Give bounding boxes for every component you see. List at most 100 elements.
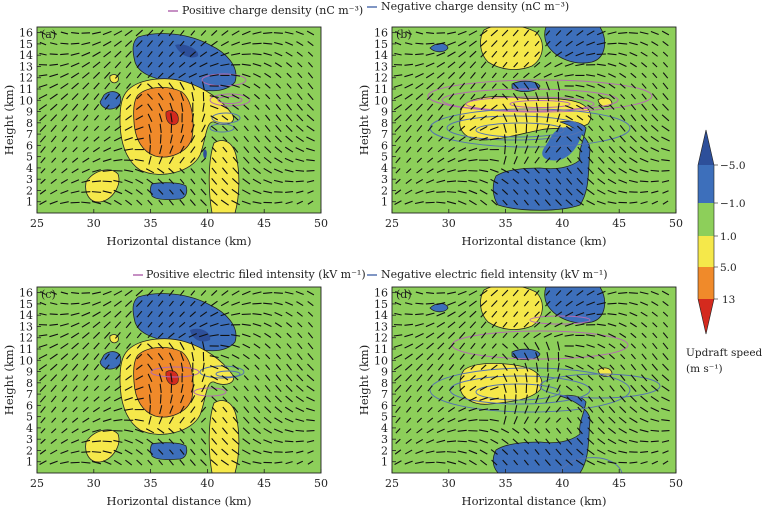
wind-vector bbox=[415, 353, 424, 360]
wind-vector bbox=[70, 312, 80, 316]
wind-vector bbox=[158, 300, 164, 307]
wind-vector bbox=[83, 114, 89, 121]
wind-vector bbox=[38, 344, 48, 348]
wind-vector bbox=[297, 342, 303, 350]
wind-vector bbox=[501, 449, 509, 455]
wind-vector bbox=[619, 332, 627, 338]
wind-vector bbox=[609, 364, 615, 370]
colorbar-unit: (m s⁻¹) bbox=[686, 363, 723, 375]
wind-vector bbox=[586, 344, 595, 348]
wind-vector bbox=[651, 353, 658, 361]
wind-vector bbox=[243, 375, 249, 381]
wind-vector bbox=[555, 157, 562, 163]
colorbar-level-1: −5.0 bbox=[720, 160, 746, 172]
y-tick-label: 5 bbox=[381, 151, 388, 164]
x-axis-label: Horizontal distance (km) bbox=[107, 234, 252, 248]
wind-vector bbox=[479, 408, 489, 411]
wind-vector bbox=[72, 136, 78, 142]
wind-vector bbox=[598, 385, 604, 392]
wind-vector bbox=[436, 168, 445, 173]
wind-vector bbox=[83, 385, 89, 392]
wind-vector bbox=[651, 200, 659, 205]
wind-vector bbox=[49, 73, 59, 78]
wind-vector bbox=[159, 383, 162, 394]
wind-vector bbox=[504, 144, 506, 155]
wind-vector bbox=[103, 147, 112, 152]
wind-vector bbox=[426, 439, 435, 444]
wind-vector bbox=[275, 364, 282, 371]
wind-vector bbox=[394, 449, 402, 455]
wind-vector bbox=[147, 51, 153, 58]
legend-bottom: Positive electric filed intensity (kV m⁻… bbox=[133, 268, 608, 281]
wind-vector bbox=[426, 168, 434, 174]
wind-vector bbox=[180, 134, 185, 144]
wind-vector bbox=[545, 135, 551, 143]
wind-vector bbox=[241, 460, 251, 465]
wind-vector bbox=[210, 448, 218, 456]
wind-vector bbox=[38, 74, 48, 77]
wind-vector bbox=[416, 114, 423, 122]
wind-vector bbox=[576, 375, 584, 381]
wind-vector bbox=[136, 353, 143, 360]
wind-vector bbox=[285, 191, 294, 193]
wind-vector bbox=[190, 168, 196, 174]
wind-vector bbox=[190, 135, 196, 143]
wind-vector bbox=[306, 159, 315, 162]
wind-vector bbox=[103, 331, 111, 339]
wind-vector bbox=[457, 169, 467, 172]
wind-vector bbox=[524, 102, 529, 112]
wind-vector bbox=[124, 29, 133, 37]
wind-vector bbox=[651, 103, 658, 111]
wind-vector bbox=[274, 461, 283, 464]
wind-vector bbox=[470, 364, 476, 370]
wind-vector bbox=[554, 51, 563, 58]
wind-vector bbox=[159, 134, 162, 144]
wind-vector bbox=[157, 72, 164, 79]
wind-vector bbox=[124, 408, 134, 411]
wind-vector bbox=[232, 104, 240, 110]
y-tick-label: 10 bbox=[19, 94, 33, 107]
wind-vector bbox=[457, 290, 467, 296]
wind-vector bbox=[263, 312, 273, 316]
wind-vector bbox=[180, 92, 185, 102]
panel-a-label: (a) bbox=[41, 28, 56, 41]
wind-vector bbox=[393, 364, 403, 371]
y-tick-label: 2 bbox=[26, 444, 33, 457]
wind-vector bbox=[641, 72, 647, 79]
wind-vector bbox=[125, 459, 133, 466]
wind-vector bbox=[242, 83, 251, 89]
wind-vector bbox=[523, 427, 530, 434]
wind-vector bbox=[297, 72, 303, 79]
wind-vector bbox=[295, 429, 305, 432]
wind-vector bbox=[170, 113, 173, 123]
wind-vector bbox=[104, 125, 111, 132]
colorbar-segment-orange bbox=[698, 267, 714, 299]
wind-vector bbox=[222, 125, 228, 132]
wind-vector bbox=[115, 82, 121, 90]
wind-vector bbox=[169, 405, 174, 414]
wind-vector bbox=[566, 438, 573, 445]
wind-vector bbox=[503, 123, 507, 133]
wind-vector bbox=[394, 395, 402, 403]
wind-vector bbox=[102, 30, 112, 36]
wind-vector bbox=[491, 300, 498, 308]
wind-vector bbox=[231, 94, 240, 100]
wind-vector bbox=[586, 74, 596, 77]
wind-vector bbox=[607, 461, 617, 464]
wind-vector bbox=[190, 395, 196, 403]
wind-vector bbox=[253, 167, 261, 175]
wind-vector bbox=[102, 180, 112, 183]
wind-vector bbox=[285, 201, 293, 205]
wind-vector bbox=[274, 417, 283, 424]
wind-vector bbox=[252, 63, 262, 67]
wind-vector bbox=[200, 438, 207, 445]
wind-vector bbox=[608, 333, 616, 338]
wind-vector bbox=[491, 199, 498, 206]
wind-vector bbox=[576, 177, 584, 185]
wind-vector bbox=[263, 292, 273, 294]
wind-vector bbox=[286, 363, 292, 371]
wind-vector bbox=[104, 104, 110, 111]
wind-vector bbox=[253, 416, 261, 424]
wind-vector bbox=[523, 459, 529, 466]
wind-vector bbox=[481, 353, 487, 360]
